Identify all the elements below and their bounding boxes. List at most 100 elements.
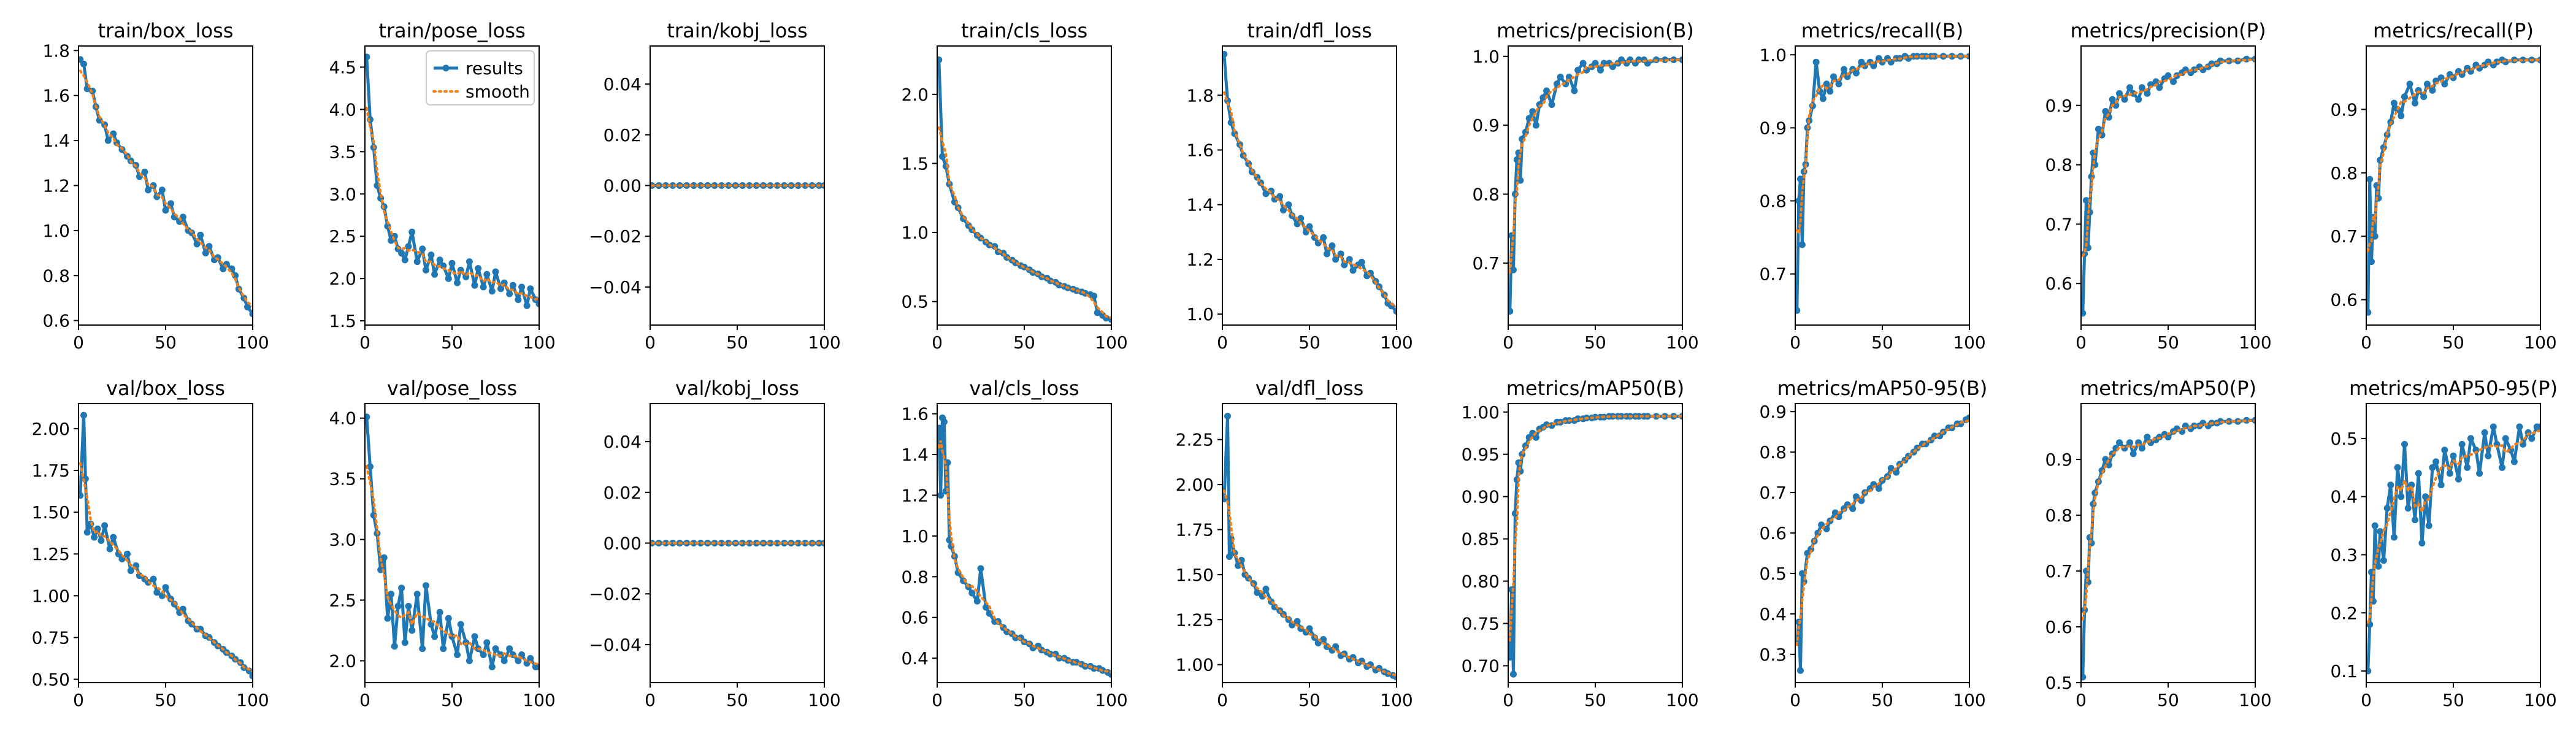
data-point	[509, 282, 516, 289]
data-point	[466, 657, 473, 664]
data-point	[1337, 250, 1344, 258]
data-point	[2390, 534, 2398, 541]
data-point	[2464, 464, 2471, 471]
x-tick-label: 100	[1095, 690, 1127, 710]
data-point	[1262, 190, 1270, 197]
subplot-title: metrics/mAP50-95(B)	[1777, 377, 1988, 400]
x-tick-label: 100	[1095, 332, 1127, 353]
x-tick-label: 100	[2524, 332, 2556, 353]
subplot-title: train/kobj_loss	[667, 19, 807, 42]
data-point	[1949, 53, 1956, 60]
y-tick-label: 0.5	[2045, 673, 2072, 693]
x-tick-label: 100	[1953, 690, 1985, 710]
x-tick-label: 50	[2442, 690, 2464, 710]
x-tick-label: 100	[808, 332, 840, 353]
x-tick-label: 0	[1503, 332, 1514, 353]
x-tick-label: 0	[932, 332, 943, 353]
data-point	[1094, 309, 1101, 316]
y-tick-label: 0.6	[2330, 290, 2358, 310]
data-point	[973, 597, 981, 605]
data-point	[101, 522, 109, 529]
legend-smooth-label: smooth	[466, 82, 530, 102]
x-tick-label: 100	[1953, 332, 1985, 353]
data-point	[80, 412, 87, 419]
data-point	[2135, 96, 2142, 103]
data-point	[1349, 267, 1357, 274]
x-tick-label: 50	[441, 690, 463, 710]
x-tick-label: 100	[236, 332, 269, 353]
data-point	[1235, 562, 1242, 569]
data-point	[124, 550, 131, 558]
x-tick-label: 50	[1298, 690, 1321, 710]
subplot-metrics-map50-b: metrics/mAP50(B) 0 50 100 0.70 0.75 0.80 0.85 0.…	[1462, 377, 1699, 710]
data-point	[2441, 80, 2448, 88]
y-tick-label: 1.5	[901, 153, 929, 174]
data-point	[1592, 59, 1599, 67]
y-tick-label: 0.6	[2045, 617, 2072, 637]
y-tick-label: 0.04	[604, 432, 642, 452]
data-point	[2164, 434, 2172, 441]
data-point	[1320, 636, 1327, 643]
smooth-line	[2366, 429, 2540, 624]
x-tick-label: 100	[523, 690, 555, 710]
subplot-train-kobj-loss: train/kobj_loss 0 50 100 −0.04 −0.02 0.00 0.02 0…	[589, 19, 841, 353]
data-point	[2102, 108, 2109, 115]
plot-data	[1795, 414, 1969, 674]
smooth-line	[2366, 58, 2540, 253]
data-point	[365, 413, 370, 421]
subplot-title: metrics/recall(P)	[2373, 19, 2534, 42]
plot-data	[1508, 56, 1682, 315]
data-point	[141, 169, 148, 175]
data-point	[398, 250, 405, 257]
data-point	[2516, 423, 2523, 431]
data-point	[1565, 74, 1573, 81]
data-point	[1543, 87, 1550, 94]
data-point	[83, 529, 91, 536]
data-point	[2383, 505, 2391, 512]
data-point	[440, 263, 447, 269]
y-tick-label: 1.75	[1176, 519, 1214, 540]
y-tick-label: 0.9	[2330, 99, 2358, 120]
x-tick-label: 50	[1298, 332, 1321, 353]
data-point	[2398, 493, 2405, 500]
y-tick-label: 0.6	[42, 311, 70, 331]
subplot-train-pose-loss: train/pose_loss 0 50 100 1.5 2.0 2.5 3.0 3.5 4.0 4…	[329, 19, 555, 353]
data-point	[2401, 93, 2408, 101]
subplot-metrics-map50-95-b: metrics/mAP50-95(B) 0 50 100 0.3 0.4 0.5 0.6 0.7…	[1759, 377, 1987, 710]
data-point	[162, 584, 169, 591]
data-point	[1262, 585, 1270, 592]
x-tick-label: 0	[359, 690, 370, 710]
data-point	[2455, 475, 2462, 483]
y-tick-label: 1.0	[1186, 304, 1214, 324]
data-point	[2418, 540, 2426, 546]
y-tick-label: 0.8	[42, 266, 70, 286]
data-point	[1852, 69, 1860, 77]
data-point	[773, 540, 781, 546]
x-tick-label: 100	[2524, 690, 2556, 710]
data-point	[202, 250, 209, 257]
data-point	[457, 621, 464, 628]
y-tick-label: 0.7	[1472, 253, 1500, 274]
data-point	[2377, 528, 2384, 535]
data-point	[408, 627, 416, 634]
data-point	[405, 243, 412, 250]
data-point	[431, 633, 439, 640]
data-point	[365, 53, 370, 61]
data-point	[977, 565, 984, 572]
data-point	[2081, 673, 2087, 681]
subplot-metrics-map50-p: metrics/mAP50(P) 0 50 100 0.5 0.6 0.7 0.8 0.9	[2045, 377, 2271, 710]
plot-data	[937, 56, 1111, 323]
data-point	[746, 540, 753, 546]
legend-results-label: results	[466, 58, 523, 79]
y-tick-label: 1.6	[1186, 140, 1214, 161]
x-tick-label: 0	[1217, 332, 1228, 353]
data-point	[488, 288, 496, 295]
x-tick-label: 50	[1871, 690, 1893, 710]
data-point	[1870, 62, 1877, 69]
data-point	[2368, 258, 2375, 266]
data-point	[436, 608, 443, 616]
data-point	[1835, 80, 1842, 88]
data-point	[1830, 73, 1837, 80]
data-point	[746, 182, 753, 189]
